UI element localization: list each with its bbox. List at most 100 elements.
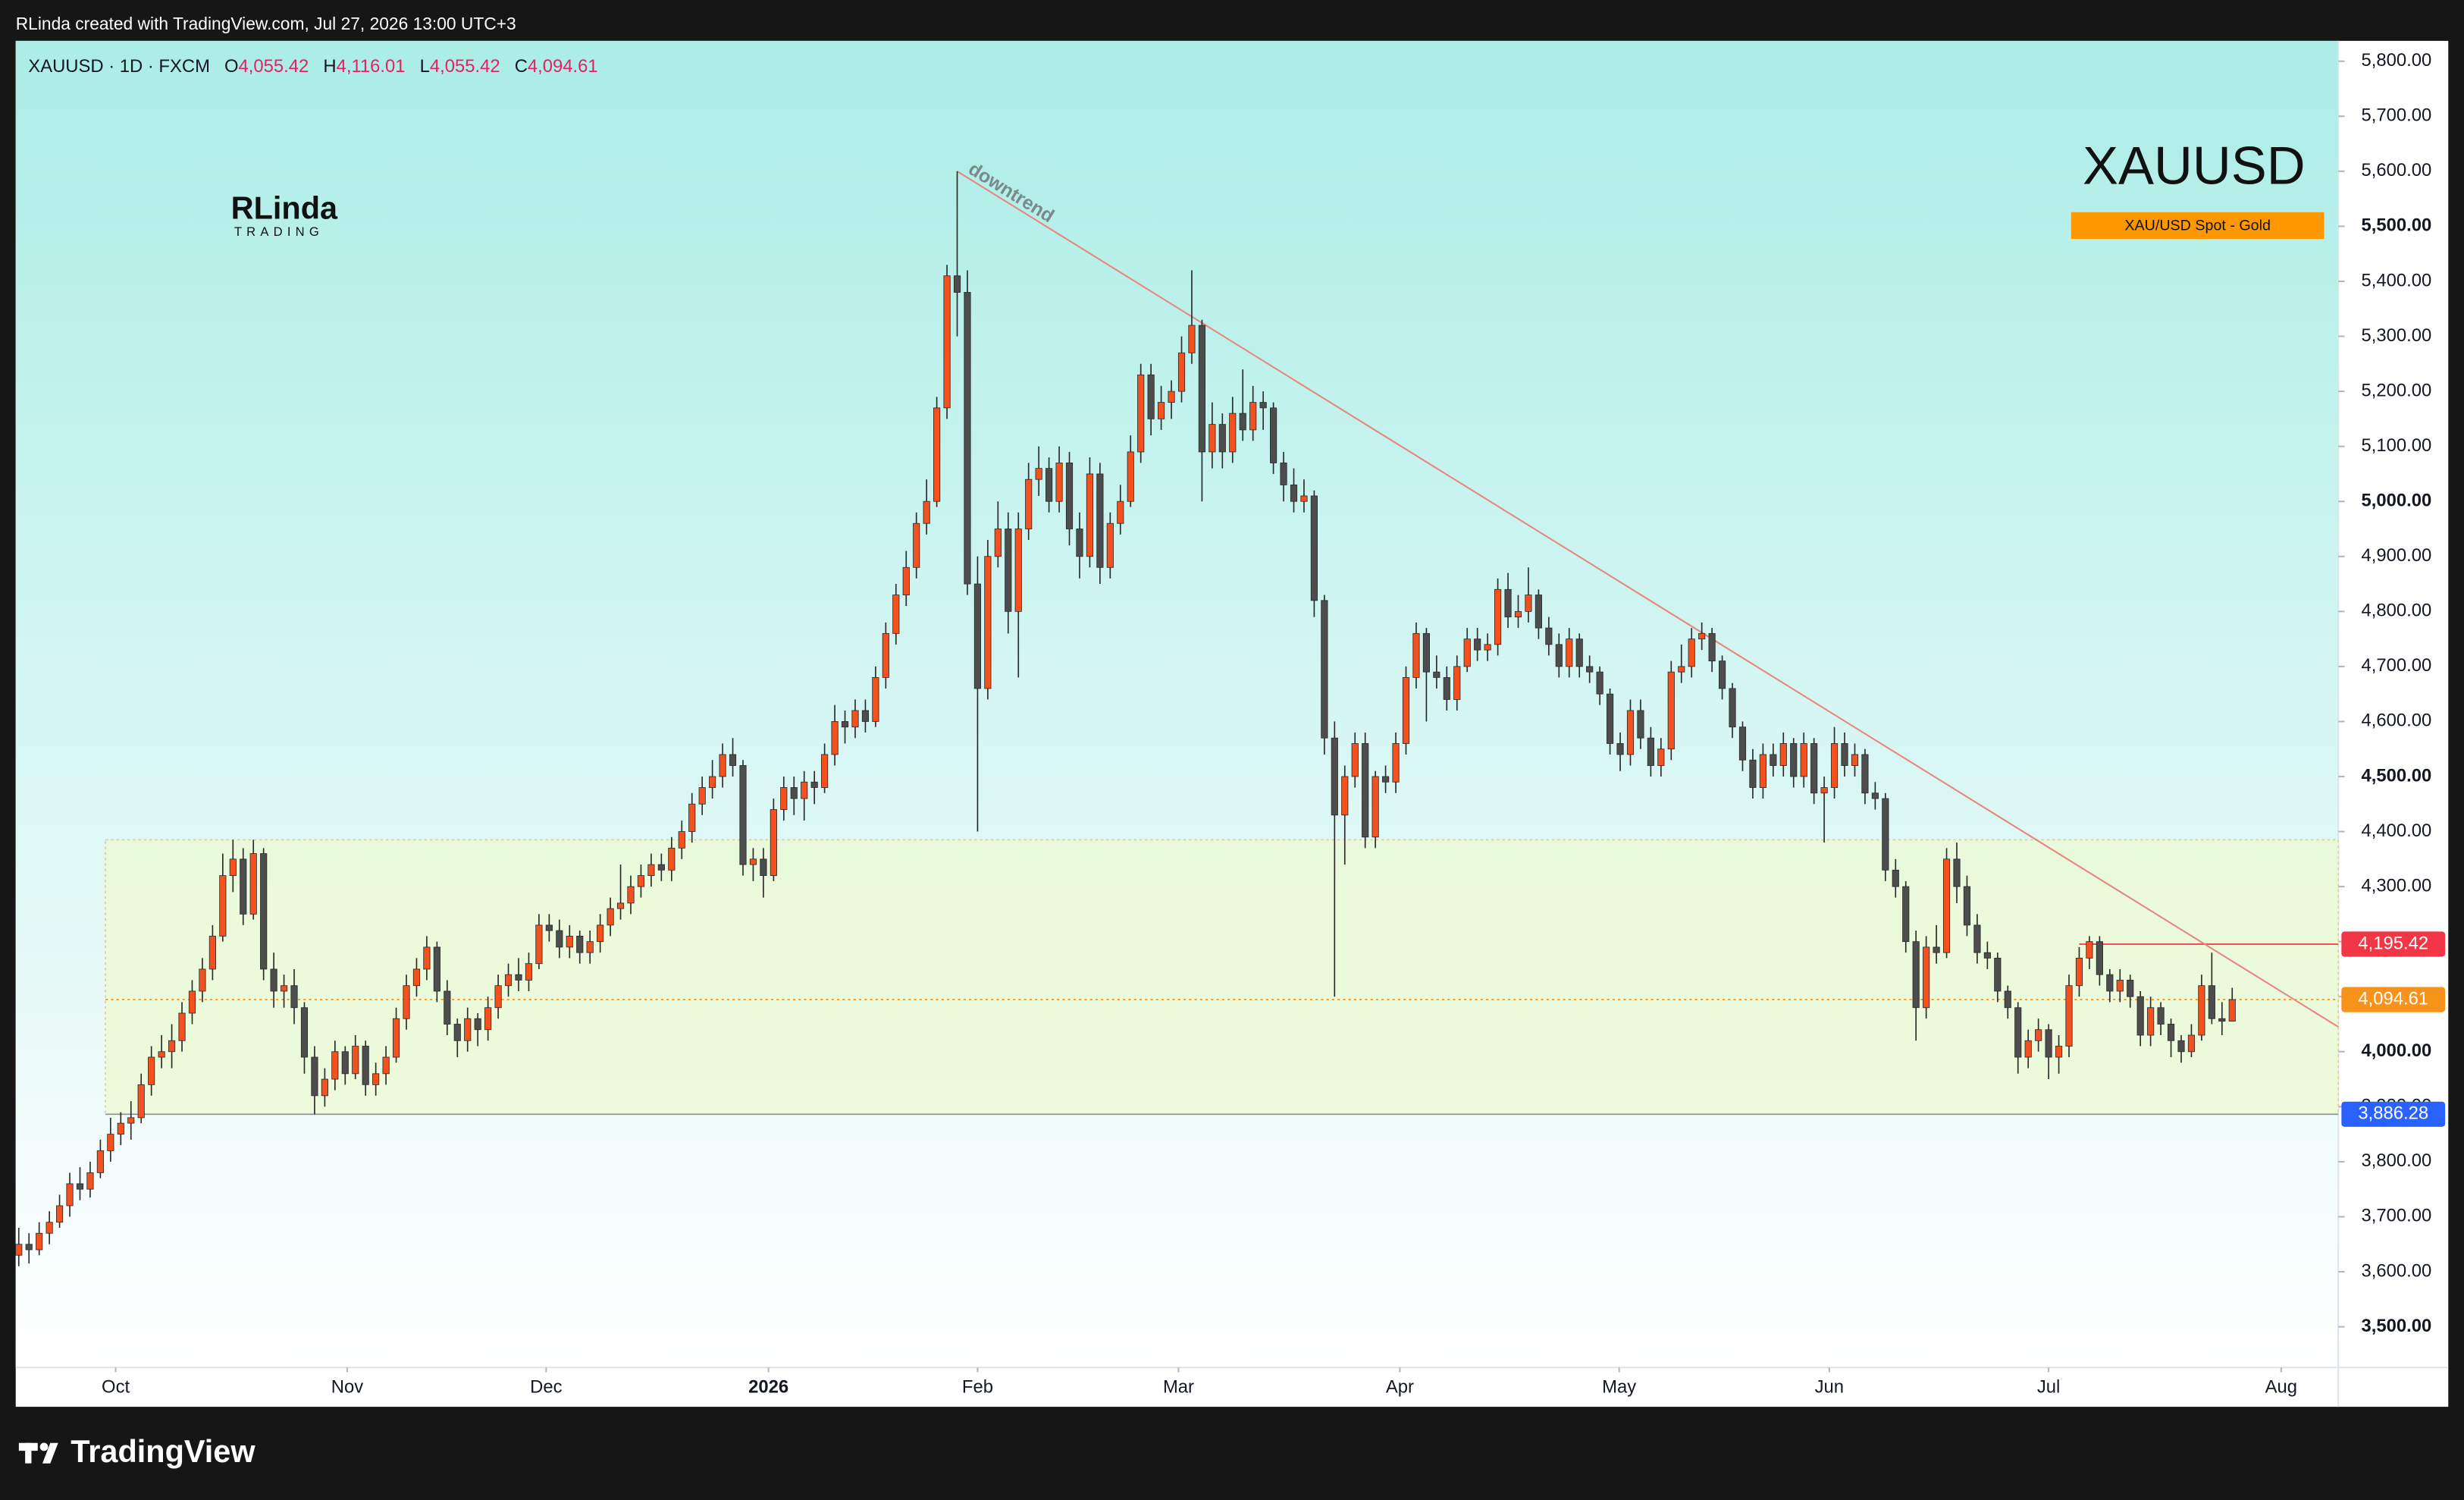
logo-name: RLinda xyxy=(231,190,338,226)
candle-body xyxy=(2045,1029,2052,1058)
candle-body xyxy=(627,886,635,904)
y-tick-label: 5,400.00 xyxy=(2361,270,2431,290)
candle-body xyxy=(444,990,451,1025)
logo-shape xyxy=(42,1442,58,1464)
candle-body xyxy=(55,1205,64,1223)
candle-body xyxy=(1443,676,1450,700)
candle-body xyxy=(1759,754,1766,788)
candle-body xyxy=(2127,980,2134,997)
candle-body xyxy=(1525,595,1532,612)
candle-body xyxy=(1790,743,1798,777)
candle-body xyxy=(1626,710,1635,755)
y-tick-label: 4,800.00 xyxy=(2361,601,2431,621)
candle-body xyxy=(127,1117,135,1124)
candle-body xyxy=(1310,495,1318,601)
candle-body xyxy=(423,946,431,970)
y-tick-label: 3,800.00 xyxy=(2361,1150,2431,1171)
price-label-box xyxy=(2341,1101,2446,1127)
candle-body xyxy=(1117,501,1124,524)
symbol: XAUUSD · 1D · FXCM xyxy=(28,56,210,77)
candle-body xyxy=(453,1024,461,1041)
ohlc-value: 4,116.01 xyxy=(337,56,406,77)
candle-body xyxy=(1259,402,1267,409)
candle-body xyxy=(698,787,706,805)
candle-body xyxy=(1362,743,1369,838)
candle-body xyxy=(1820,787,1828,794)
ohlc-value: 4,094.61 xyxy=(528,56,598,77)
candle-body xyxy=(923,501,930,524)
y-tick-label: 5,000.00 xyxy=(2361,490,2431,510)
logo-shape xyxy=(39,1442,49,1451)
candle-body xyxy=(861,710,870,722)
candle-body xyxy=(1504,588,1512,617)
candle-body xyxy=(2065,985,2073,1047)
y-tick-label: 4,000.00 xyxy=(2361,1040,2431,1061)
candle-body xyxy=(107,1134,114,1151)
candle-body xyxy=(45,1222,53,1234)
candle-body xyxy=(1474,639,1481,651)
candle-body xyxy=(709,776,716,788)
plot-area: downtrend xyxy=(15,158,2340,1266)
candle-body xyxy=(1014,529,1022,612)
y-tick-label: 4,600.00 xyxy=(2361,711,2431,731)
candle-body xyxy=(433,946,440,992)
candle-body xyxy=(1372,776,1379,838)
x-tick-label: 2026 xyxy=(748,1377,788,1398)
candle-body xyxy=(1738,726,1747,761)
candle-body xyxy=(2014,1007,2022,1058)
candle-body xyxy=(2187,1034,2196,1053)
candle-body xyxy=(545,924,553,931)
candle-body xyxy=(1076,529,1083,557)
candle-body xyxy=(96,1150,104,1173)
candle-body xyxy=(1137,374,1145,453)
candle-body xyxy=(1453,666,1461,700)
candle-body xyxy=(668,847,676,871)
candle-body xyxy=(933,407,941,502)
symbol-line: XAUUSD · 1D · FXCM O4,055.42 H4,116.01 L… xyxy=(28,56,597,77)
y-tick-label: 5,600.00 xyxy=(2361,160,2431,180)
y-tick-label: 3,500.00 xyxy=(2361,1316,2431,1336)
x-tick-label: Mar xyxy=(1163,1377,1194,1398)
candle-body xyxy=(178,1012,186,1041)
candle-body xyxy=(199,968,206,992)
x-tick-label: Aug xyxy=(2265,1377,2297,1398)
candle-body xyxy=(892,595,900,634)
candle-body xyxy=(464,1018,472,1041)
y-tick-label: 4,700.00 xyxy=(2361,655,2431,676)
candle-body xyxy=(1596,671,1603,695)
candle-body xyxy=(1575,639,1583,667)
candle-body xyxy=(1270,407,1277,463)
candle-body xyxy=(1514,610,1522,617)
candle-body xyxy=(2177,1040,2185,1053)
candle-body xyxy=(2167,1024,2175,1041)
plot-background xyxy=(15,40,2339,1368)
y-tick-label: 4,300.00 xyxy=(2361,875,2431,896)
candle-body xyxy=(229,858,237,877)
candle-body xyxy=(780,787,788,810)
logo-sub: TRADING xyxy=(234,224,324,239)
candle-body xyxy=(1351,743,1359,777)
ohlc-key: L xyxy=(420,56,430,77)
candle-body xyxy=(219,875,227,937)
candle-body xyxy=(1963,886,1971,926)
candle-body xyxy=(1688,639,1695,667)
candle-body xyxy=(882,632,889,678)
candle-body xyxy=(270,968,277,992)
candle-body xyxy=(1800,743,1807,777)
logo-shape xyxy=(25,1442,32,1464)
candle-body xyxy=(943,275,951,409)
candle-body xyxy=(1321,600,1328,739)
candle-body xyxy=(1188,325,1196,353)
candle-body xyxy=(586,941,594,953)
candle-body xyxy=(331,1051,339,1080)
candle-body xyxy=(678,831,685,849)
candle-body xyxy=(148,1056,155,1085)
price-label: 3,886.28 xyxy=(2358,1103,2428,1124)
x-tick-label: May xyxy=(1602,1377,1636,1398)
candle-body xyxy=(484,1007,492,1031)
candle-body xyxy=(1566,639,1573,667)
x-tick-label: Oct xyxy=(102,1377,130,1398)
candle-body xyxy=(1912,941,1920,1009)
candle-body xyxy=(1412,632,1420,678)
candle-body xyxy=(1402,676,1410,744)
